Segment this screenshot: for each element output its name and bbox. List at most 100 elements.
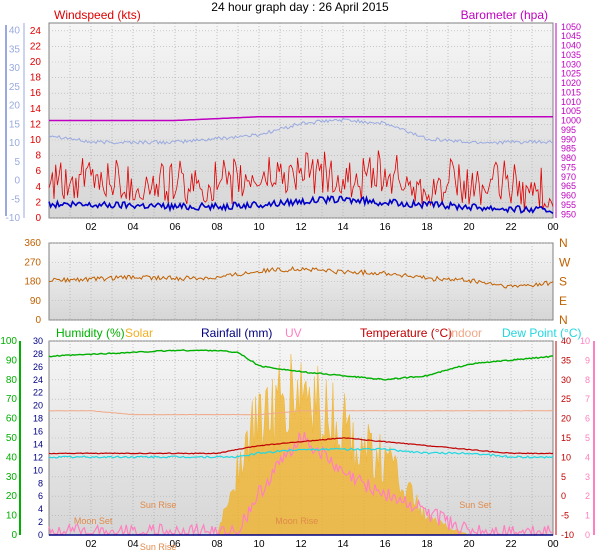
outer-tick-label: 5 (14, 157, 20, 168)
x-tick-label: 10 (253, 539, 265, 550)
barometer-tick-label: 1045 (561, 31, 581, 41)
barometer-tick-label: 1035 (561, 50, 581, 60)
barometer-tick-label: 1050 (561, 22, 581, 32)
barometer-tick-label: 1020 (561, 78, 581, 88)
rainfall-tick-label: 4 (38, 504, 43, 514)
x-tick-label: 10 (253, 222, 265, 233)
x-tick-label: 12 (295, 539, 307, 550)
x-tick-label: 14 (337, 539, 349, 550)
legend-entry: Indoor (448, 326, 482, 340)
humidity-tick-label: 70 (6, 394, 18, 405)
barometer-tick-label: 1010 (561, 97, 581, 107)
barometer-tick-label: 1040 (561, 41, 581, 51)
windspeed-tick-label: 18 (30, 73, 42, 84)
direction-tick-label: 270 (24, 257, 41, 268)
outer-tick-label: 30 (9, 63, 21, 74)
outer-tick-label: 15 (9, 119, 21, 130)
x-tick-label: 16 (379, 539, 391, 550)
barometer-tick-label: 990 (561, 134, 576, 144)
astronomy-annotation: Sun Rise (140, 500, 177, 510)
rainfall-tick-label: 2 (38, 517, 43, 527)
astronomy-annotation: Sun Rise (140, 542, 177, 552)
x-tick-label: 18 (421, 539, 433, 550)
humidity-tick-label: 30 (6, 472, 18, 483)
temperature-tick-label: -5 (561, 511, 569, 521)
astronomy-annotation: Moon Set (74, 516, 113, 526)
barometer-tick-label: 985 (561, 144, 576, 154)
barometer-tick-label: 980 (561, 153, 576, 163)
barometer-tick-label: 950 (561, 209, 576, 219)
windspeed-tick-label: 12 (30, 119, 42, 130)
barometer-tick-label: 1000 (561, 116, 581, 126)
barometer-tick-label: 1025 (561, 69, 581, 79)
indoor-temperature-line (48, 410, 554, 416)
humidity-tick-label: 90 (6, 355, 18, 366)
outer-tick-label: 40 (9, 26, 21, 37)
barometer-tick-label: 1005 (561, 106, 581, 116)
outer-tick-label: 25 (9, 82, 21, 93)
x-tick-label: 20 (463, 222, 475, 233)
humidity-tick-label: 20 (6, 491, 18, 502)
rainfall-tick-label: 6 (38, 491, 43, 501)
compass-label: S (559, 275, 567, 289)
outer-temperature-line (48, 117, 554, 146)
x-tick-label: 04 (127, 539, 139, 550)
page-title: 24 hour graph day : 26 April 2015 (211, 0, 389, 14)
rainfall-tick-label: 20 (33, 401, 43, 411)
x-tick-label: 00 (547, 539, 559, 550)
windspeed-line (48, 150, 554, 212)
uv-tick-label: 4 (585, 452, 590, 462)
x-tick-label: 08 (211, 222, 223, 233)
barometer-axis-label: Barometer (hpa) (461, 8, 548, 22)
barometer-tick-label: 1015 (561, 87, 581, 97)
windspeed-tick-label: 24 (30, 26, 42, 37)
legend-entry: Dew Point (°C) (502, 326, 581, 340)
windspeed-tick-label: 8 (35, 151, 41, 162)
direction-tick-label: 180 (24, 277, 41, 288)
legend-entry: Humidity (%) (56, 326, 125, 340)
rainfall-tick-label: 16 (33, 427, 43, 437)
x-tick-label: 22 (505, 539, 517, 550)
temperature-tick-label: 25 (561, 394, 571, 404)
uv-line (48, 431, 554, 537)
temperature-line (48, 437, 554, 455)
x-tick-label: 08 (211, 539, 223, 550)
outer-tick-label: -5 (11, 194, 20, 205)
rainfall-tick-label: 26 (33, 362, 43, 372)
x-tick-label: 16 (379, 222, 391, 233)
windspeed-tick-label: 22 (30, 41, 42, 52)
temperature-tick-label: 40 (561, 336, 571, 346)
rainfall-tick-label: 12 (33, 452, 43, 462)
temperature-tick-label: 15 (561, 433, 571, 443)
uv-tick-label: 1 (585, 511, 590, 521)
windspeed-axis-label: Windspeed (kts) (54, 8, 141, 22)
x-tick-label: 12 (295, 222, 307, 233)
rainfall-tick-label: 22 (33, 388, 43, 398)
humidity-tick-label: 80 (6, 375, 18, 386)
compass-label: N (559, 236, 568, 250)
rainfall-tick-label: 14 (33, 439, 43, 449)
windspeed-tick-label: 14 (30, 104, 42, 115)
humidity-tick-label: 0 (11, 530, 17, 541)
rainfall-tick-label: 24 (33, 375, 43, 385)
x-tick-label: 02 (85, 539, 97, 550)
x-tick-label: 22 (505, 222, 517, 233)
x-tick-label: 06 (169, 539, 181, 550)
x-tick-label: 04 (127, 222, 139, 233)
rainfall-tick-label: 8 (38, 478, 43, 488)
wind-average-line (48, 194, 554, 215)
windspeed-tick-label: 4 (35, 182, 41, 193)
x-tick-label: 20 (463, 539, 475, 550)
legend-entry: UV (285, 326, 302, 340)
barometer-tick-label: 965 (561, 181, 576, 191)
uv-tick-label: 8 (585, 375, 590, 385)
windspeed-tick-label: 10 (30, 135, 42, 146)
rainfall-tick-label: 30 (33, 336, 43, 346)
compass-label: W (559, 255, 571, 269)
temperature-tick-label: 35 (561, 355, 571, 365)
barometer-tick-label: 995 (561, 125, 576, 135)
temperature-tick-label: -10 (561, 530, 574, 540)
uv-tick-label: 6 (585, 414, 590, 424)
temperature-tick-label: 0 (561, 491, 566, 501)
